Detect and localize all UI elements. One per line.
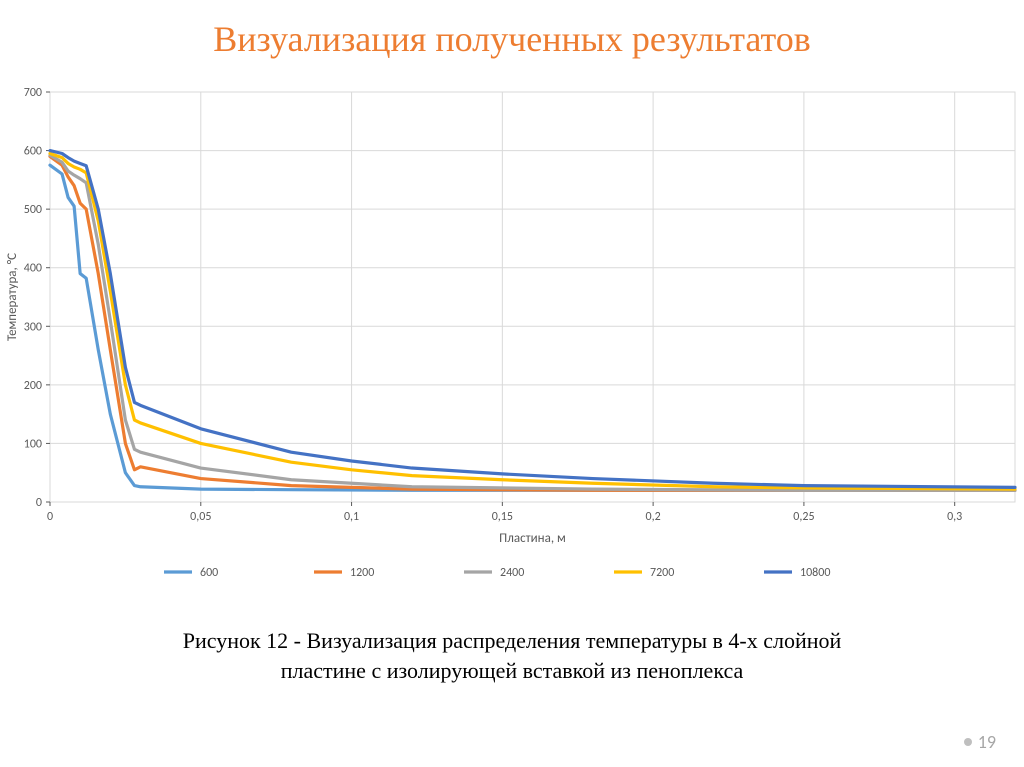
x-tick-label: 0 [47, 510, 53, 524]
line-chart: 0 100 200 300 400 500 600 700 0 0,05 0,1 0,15 0,2 0,2… [0, 82, 1024, 602]
legend-label: 600 [200, 566, 218, 580]
y-tick-label: 200 [24, 379, 42, 393]
y-tick-label: 500 [24, 203, 42, 217]
y-tick-label: 100 [24, 437, 42, 451]
page-number-dot-icon [964, 738, 972, 746]
x-axis-label: Пластина, м [499, 531, 566, 546]
y-tick-label: 700 [24, 86, 42, 100]
y-tick-label: 400 [24, 262, 42, 276]
page-number: 19 [964, 731, 996, 753]
y-tick-label: 300 [24, 320, 42, 334]
x-tick-label: 0,3 [947, 510, 962, 524]
y-tick-label: 600 [24, 145, 42, 159]
legend-label: 7200 [650, 566, 674, 580]
page-number-value: 19 [978, 731, 996, 753]
x-tick-label: 0,25 [793, 510, 814, 524]
y-axis-label: Температура, °С [5, 253, 20, 341]
x-tick-label: 0,1 [344, 510, 359, 524]
slide-title: Визуализация полученных результатов [0, 18, 1024, 60]
x-tick-label: 0,05 [190, 510, 211, 524]
y-tick-label: 0 [36, 496, 42, 510]
figure-caption: Рисунок 12 - Визуализация распределения … [0, 626, 1024, 685]
caption-line-2: пластине с изолирующей вставкой из пеноп… [281, 658, 744, 683]
chart-svg: 0 100 200 300 400 500 600 700 0 0,05 0,1 0,15 0,2 0,2… [0, 82, 1024, 602]
x-tick-label: 0,15 [492, 510, 513, 524]
caption-line-1: Рисунок 12 - Визуализация распределения … [183, 628, 842, 653]
slide: Визуализация полученных результатов 0 100… [0, 0, 1024, 767]
chart-bg [0, 82, 1024, 602]
legend-label: 10800 [800, 566, 830, 580]
legend-label: 1200 [350, 566, 374, 580]
legend-label: 2400 [500, 566, 524, 580]
x-tick-label: 0,2 [646, 510, 661, 524]
